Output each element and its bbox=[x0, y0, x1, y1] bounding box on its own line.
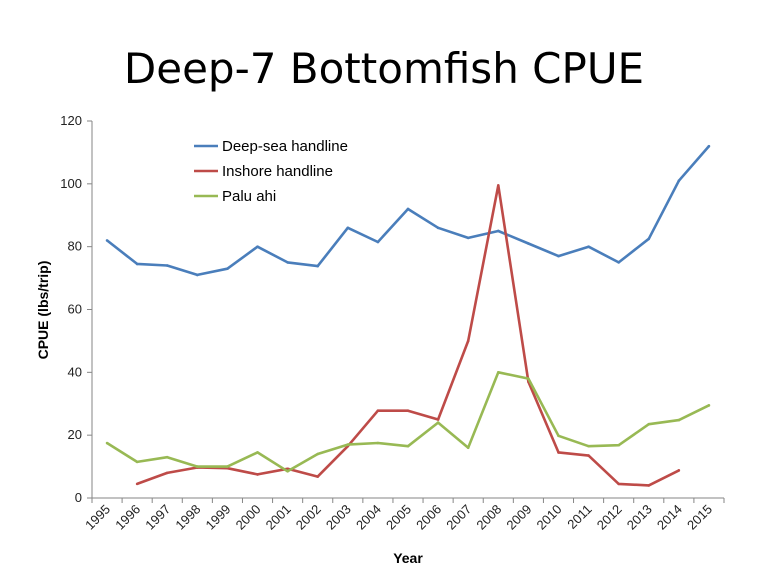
data-point bbox=[135, 262, 139, 266]
data-point bbox=[557, 451, 560, 454]
data-point bbox=[496, 184, 500, 187]
series-line-0 bbox=[106, 145, 710, 277]
data-point bbox=[436, 226, 440, 230]
data-point bbox=[346, 443, 350, 446]
data-point bbox=[617, 443, 620, 447]
data-point bbox=[707, 404, 711, 407]
data-point bbox=[376, 409, 380, 412]
y-tick-label: 100 bbox=[60, 176, 82, 191]
x-tick-label: 2013 bbox=[624, 502, 655, 533]
series-line-1 bbox=[136, 184, 680, 487]
x-tick-label: 2002 bbox=[293, 502, 324, 533]
chart-title: Deep-7 Bottomfish CPUE bbox=[123, 44, 645, 93]
data-point bbox=[496, 371, 500, 374]
data-point bbox=[557, 434, 560, 438]
chart-legend: Deep-sea handline Inshore handline Palu ah… bbox=[194, 138, 348, 205]
x-tick-label: 2003 bbox=[323, 502, 354, 533]
data-point bbox=[436, 418, 440, 421]
data-point bbox=[617, 482, 620, 486]
data-point bbox=[677, 469, 681, 472]
x-tick-label: 2015 bbox=[684, 502, 715, 533]
data-point bbox=[256, 245, 259, 248]
data-point bbox=[406, 444, 410, 448]
data-point bbox=[376, 240, 380, 244]
y-tick-label: 60 bbox=[68, 302, 82, 317]
x-tick-label: 2008 bbox=[473, 502, 504, 533]
data-point bbox=[135, 460, 139, 464]
x-tick-label: 2000 bbox=[233, 502, 264, 533]
x-tick-label: 2001 bbox=[263, 502, 294, 533]
data-point bbox=[677, 418, 681, 422]
data-point bbox=[527, 242, 530, 245]
y-axis-title: CPUE (lbs/trip) bbox=[35, 261, 51, 360]
x-tick-label: 1998 bbox=[172, 502, 203, 533]
data-point bbox=[647, 422, 651, 426]
data-point bbox=[346, 226, 350, 230]
legend-label: Palu ahi bbox=[222, 188, 276, 205]
data-point bbox=[286, 469, 289, 473]
x-tick-label: 2007 bbox=[443, 502, 474, 533]
data-point bbox=[196, 465, 199, 468]
legend-label: Deep-sea handline bbox=[222, 138, 348, 155]
y-tick-label: 120 bbox=[60, 113, 82, 128]
data-point bbox=[316, 475, 320, 478]
y-tick-label: 0 bbox=[75, 490, 82, 505]
x-tick-label: 1999 bbox=[202, 502, 233, 533]
x-tick-label: 2005 bbox=[383, 502, 414, 533]
y-tick-label: 20 bbox=[68, 427, 82, 442]
data-point bbox=[256, 451, 259, 454]
data-point bbox=[677, 179, 681, 182]
data-point bbox=[105, 239, 109, 242]
data-point bbox=[527, 377, 530, 380]
data-point bbox=[587, 245, 590, 248]
x-tick-label: 1996 bbox=[112, 502, 143, 533]
x-tick-label: 2009 bbox=[503, 502, 534, 533]
x-tick-label: 2012 bbox=[594, 502, 625, 533]
data-point bbox=[165, 264, 169, 267]
x-tick-label: 2006 bbox=[413, 502, 444, 533]
data-point bbox=[436, 421, 440, 424]
series-lines bbox=[105, 144, 711, 487]
data-point bbox=[587, 444, 590, 448]
data-point bbox=[587, 454, 590, 457]
data-point bbox=[316, 452, 320, 456]
data-point bbox=[496, 229, 500, 233]
x-tick-label: 2014 bbox=[654, 502, 685, 533]
data-point bbox=[165, 471, 169, 475]
y-tick-label: 80 bbox=[68, 239, 82, 254]
x-tick-label: 1995 bbox=[82, 502, 113, 533]
data-point bbox=[226, 465, 229, 468]
data-point bbox=[647, 237, 651, 241]
x-tick-label: 2011 bbox=[564, 502, 594, 532]
data-point bbox=[406, 409, 410, 412]
x-tick-label: 2010 bbox=[534, 502, 565, 533]
x-tick-label: 2004 bbox=[353, 502, 384, 533]
y-tick-label: 40 bbox=[68, 364, 82, 379]
data-point bbox=[466, 446, 470, 450]
series-line-2 bbox=[106, 371, 710, 473]
x-tick-label: 1997 bbox=[142, 502, 173, 533]
data-point bbox=[557, 254, 560, 258]
data-point bbox=[196, 273, 199, 277]
data-point bbox=[617, 261, 620, 264]
data-point bbox=[466, 339, 470, 343]
data-point bbox=[135, 482, 139, 486]
data-point bbox=[376, 441, 380, 445]
legend-label: Inshore handline bbox=[222, 163, 333, 180]
data-point bbox=[316, 264, 320, 268]
data-point bbox=[256, 473, 259, 476]
data-point bbox=[105, 441, 109, 445]
data-point bbox=[406, 207, 410, 211]
data-point bbox=[286, 261, 289, 264]
data-point bbox=[466, 236, 470, 240]
data-point bbox=[165, 455, 169, 459]
x-axis-title: Year bbox=[393, 550, 423, 566]
data-point bbox=[647, 484, 651, 487]
data-point bbox=[226, 267, 229, 270]
data-point bbox=[707, 144, 711, 148]
